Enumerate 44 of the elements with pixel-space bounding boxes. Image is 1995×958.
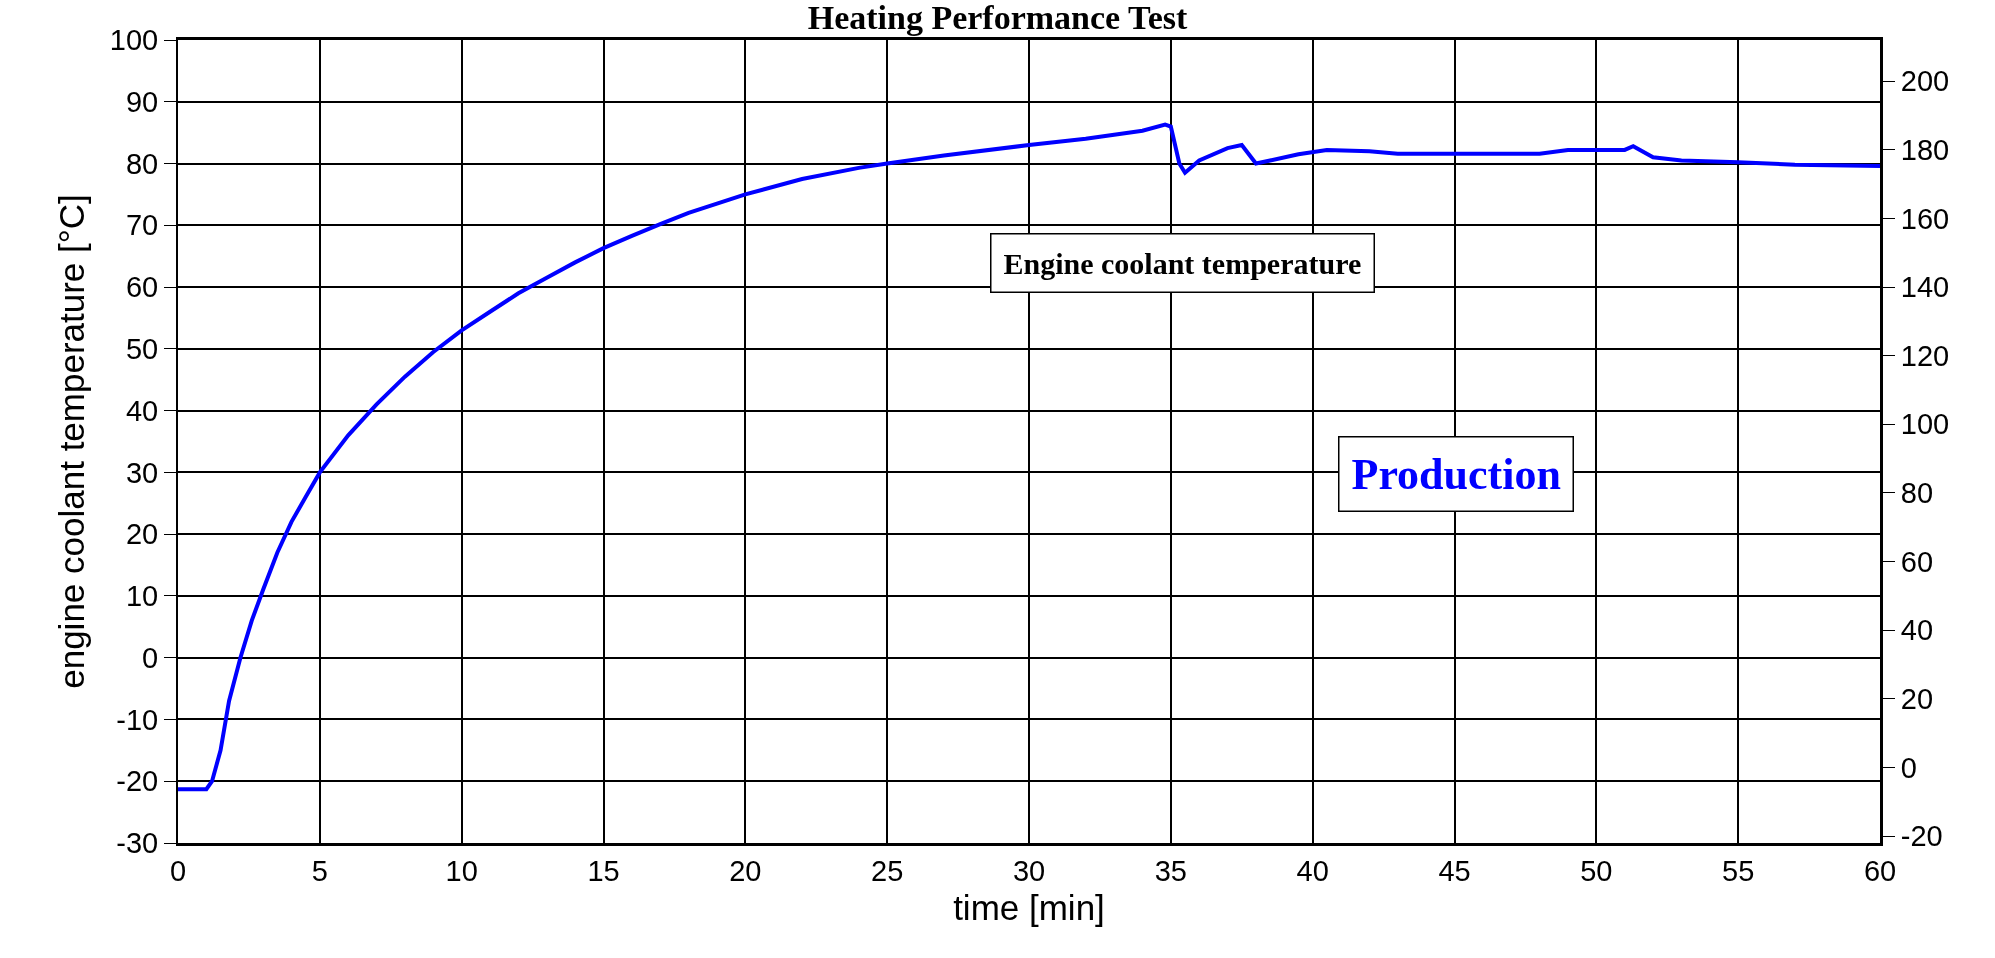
y2-tick-label: 200 [1900, 65, 1950, 98]
y-axis-title: engine coolant temperature [°C] [51, 194, 91, 689]
y-tick-label: 0 [142, 641, 159, 674]
y2-tick-label: 0 [1900, 751, 1917, 784]
y-tick-label: -20 [116, 765, 159, 798]
y2-tick-label: 120 [1900, 339, 1950, 372]
x-tick-label: 10 [445, 854, 478, 887]
x-tick-label: 45 [1438, 854, 1471, 887]
y2-tick-label: 60 [1900, 545, 1934, 578]
y-tick-label: 80 [125, 147, 159, 180]
y-tick-label: 60 [125, 271, 159, 304]
y-tick-label: 70 [125, 209, 159, 242]
y-tick-label: 40 [125, 394, 159, 427]
x-tick-label: 55 [1722, 854, 1755, 887]
x-tick-label: 25 [871, 854, 904, 887]
y2-tick-label: 140 [1900, 271, 1950, 304]
x-tick-label: 35 [1154, 854, 1187, 887]
y-tick-label: -30 [116, 827, 159, 860]
x-tick-label: 30 [1012, 854, 1046, 887]
y-tick-label: 20 [125, 518, 159, 551]
y-tick-label: 90 [125, 85, 159, 118]
y2-tick-label: -20 [1900, 820, 1943, 853]
x-tick-label: 5 [311, 854, 328, 887]
y-tick-label: 30 [125, 456, 159, 489]
x-tick-label: 50 [1580, 854, 1613, 887]
y2-tick-label: 180 [1900, 133, 1950, 166]
y-tick-label: 10 [125, 580, 159, 613]
text: Engine coolant temperature [1003, 246, 1362, 280]
x-tick-label: 40 [1296, 854, 1329, 887]
y2-tick-label: 20 [1900, 683, 1934, 716]
x-tick-label: 20 [729, 854, 762, 887]
x-tick-label: 60 [1863, 854, 1897, 887]
y2-tick-label: 100 [1900, 408, 1950, 441]
y2-tick-label: 160 [1900, 202, 1950, 235]
y2-tick-label: 40 [1900, 614, 1934, 647]
x-axis-title: time [min] [953, 887, 1105, 927]
y2-tick-label: 80 [1900, 477, 1934, 510]
annotation: Production [1351, 449, 1561, 499]
chart-title: Heating Performance Test [807, 0, 1188, 36]
x-tick-label: 0 [169, 854, 187, 887]
y-tick-label: -10 [116, 703, 159, 736]
y-tick-label: 50 [125, 333, 159, 365]
y-tick-label: 100 [109, 24, 159, 57]
x-tick-label: 15 [587, 854, 620, 887]
